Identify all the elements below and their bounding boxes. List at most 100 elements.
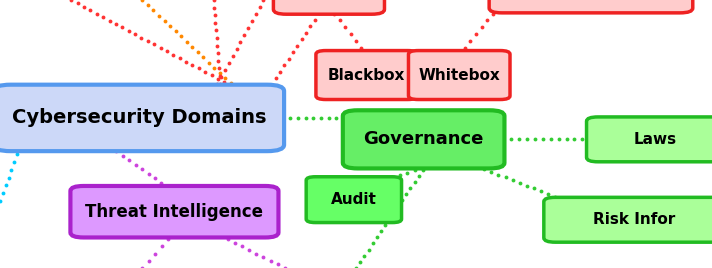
Point xyxy=(553,137,565,142)
Point xyxy=(476,25,487,29)
Point xyxy=(292,116,303,120)
FancyBboxPatch shape xyxy=(0,85,284,151)
Point xyxy=(493,172,504,177)
Text: Laws: Laws xyxy=(634,132,676,147)
Point xyxy=(21,116,33,120)
FancyBboxPatch shape xyxy=(544,197,712,242)
Point xyxy=(265,259,276,263)
FancyBboxPatch shape xyxy=(489,0,693,13)
Point xyxy=(287,50,298,54)
Point xyxy=(222,237,234,241)
Point xyxy=(577,137,588,142)
Point xyxy=(153,13,164,18)
Text: Governance: Governance xyxy=(363,130,484,148)
Point xyxy=(323,5,335,9)
Point xyxy=(123,29,135,33)
Point xyxy=(388,211,399,215)
Point xyxy=(235,40,246,44)
Point xyxy=(361,53,372,57)
Point xyxy=(206,73,217,77)
Point xyxy=(0,199,6,203)
Point xyxy=(471,164,483,168)
Point xyxy=(561,137,572,142)
Point xyxy=(585,137,596,142)
Point xyxy=(137,0,148,2)
Point xyxy=(203,60,214,65)
Point xyxy=(417,168,429,172)
Point xyxy=(229,241,241,245)
Point xyxy=(454,53,465,57)
Point xyxy=(238,90,249,94)
Point xyxy=(371,235,382,239)
Point xyxy=(459,46,471,50)
Point xyxy=(242,26,253,30)
Point xyxy=(521,137,533,142)
Point xyxy=(481,18,493,23)
Point xyxy=(486,170,497,174)
Text: Threat Intelligence: Threat Intelligence xyxy=(85,203,263,221)
Point xyxy=(277,116,288,120)
Text: Cybersecurity Domains: Cybersecurity Domains xyxy=(11,109,266,127)
Point xyxy=(478,167,490,171)
Point xyxy=(211,43,223,48)
Point xyxy=(0,116,6,120)
Point xyxy=(350,39,362,43)
FancyBboxPatch shape xyxy=(409,51,510,99)
Point xyxy=(354,116,365,120)
Point xyxy=(422,161,433,166)
Point xyxy=(208,230,219,234)
Point xyxy=(283,57,294,61)
Point xyxy=(209,21,221,25)
Point xyxy=(500,175,511,180)
Point xyxy=(246,19,258,23)
Point xyxy=(208,0,219,2)
Point xyxy=(261,116,273,120)
Point xyxy=(187,63,198,67)
Point xyxy=(296,37,308,41)
Point xyxy=(215,233,226,237)
Point xyxy=(258,255,269,259)
Point xyxy=(394,173,405,177)
Point xyxy=(20,129,31,133)
Point xyxy=(180,59,192,64)
Point xyxy=(212,76,224,81)
Point xyxy=(424,164,436,168)
FancyBboxPatch shape xyxy=(70,186,278,237)
Point xyxy=(213,59,224,63)
Point xyxy=(169,230,180,234)
Point xyxy=(0,183,11,188)
Point xyxy=(209,5,220,10)
Point xyxy=(181,40,192,44)
Point xyxy=(161,49,172,53)
Point xyxy=(432,161,444,166)
Point xyxy=(231,87,242,91)
Point xyxy=(309,17,320,22)
Point xyxy=(404,186,416,190)
Point xyxy=(199,70,211,74)
Point xyxy=(214,74,225,78)
Point xyxy=(220,76,231,80)
Point xyxy=(209,13,221,17)
Point xyxy=(464,161,476,166)
Point xyxy=(110,149,122,153)
Point xyxy=(401,192,412,196)
Point xyxy=(334,18,345,23)
Point xyxy=(9,160,20,164)
Point xyxy=(167,53,179,57)
Point xyxy=(564,200,575,204)
Point xyxy=(142,39,154,43)
Point xyxy=(261,89,273,93)
Point xyxy=(208,89,219,93)
FancyBboxPatch shape xyxy=(342,110,504,169)
Point xyxy=(164,24,176,28)
Point xyxy=(384,217,395,221)
Point xyxy=(315,116,327,120)
Point xyxy=(513,137,525,142)
Point xyxy=(471,32,482,36)
Point xyxy=(300,30,312,35)
Point xyxy=(254,5,266,9)
Text: Blackbox: Blackbox xyxy=(328,68,405,83)
Point xyxy=(345,32,356,36)
Point xyxy=(490,137,501,142)
Point xyxy=(136,35,147,40)
